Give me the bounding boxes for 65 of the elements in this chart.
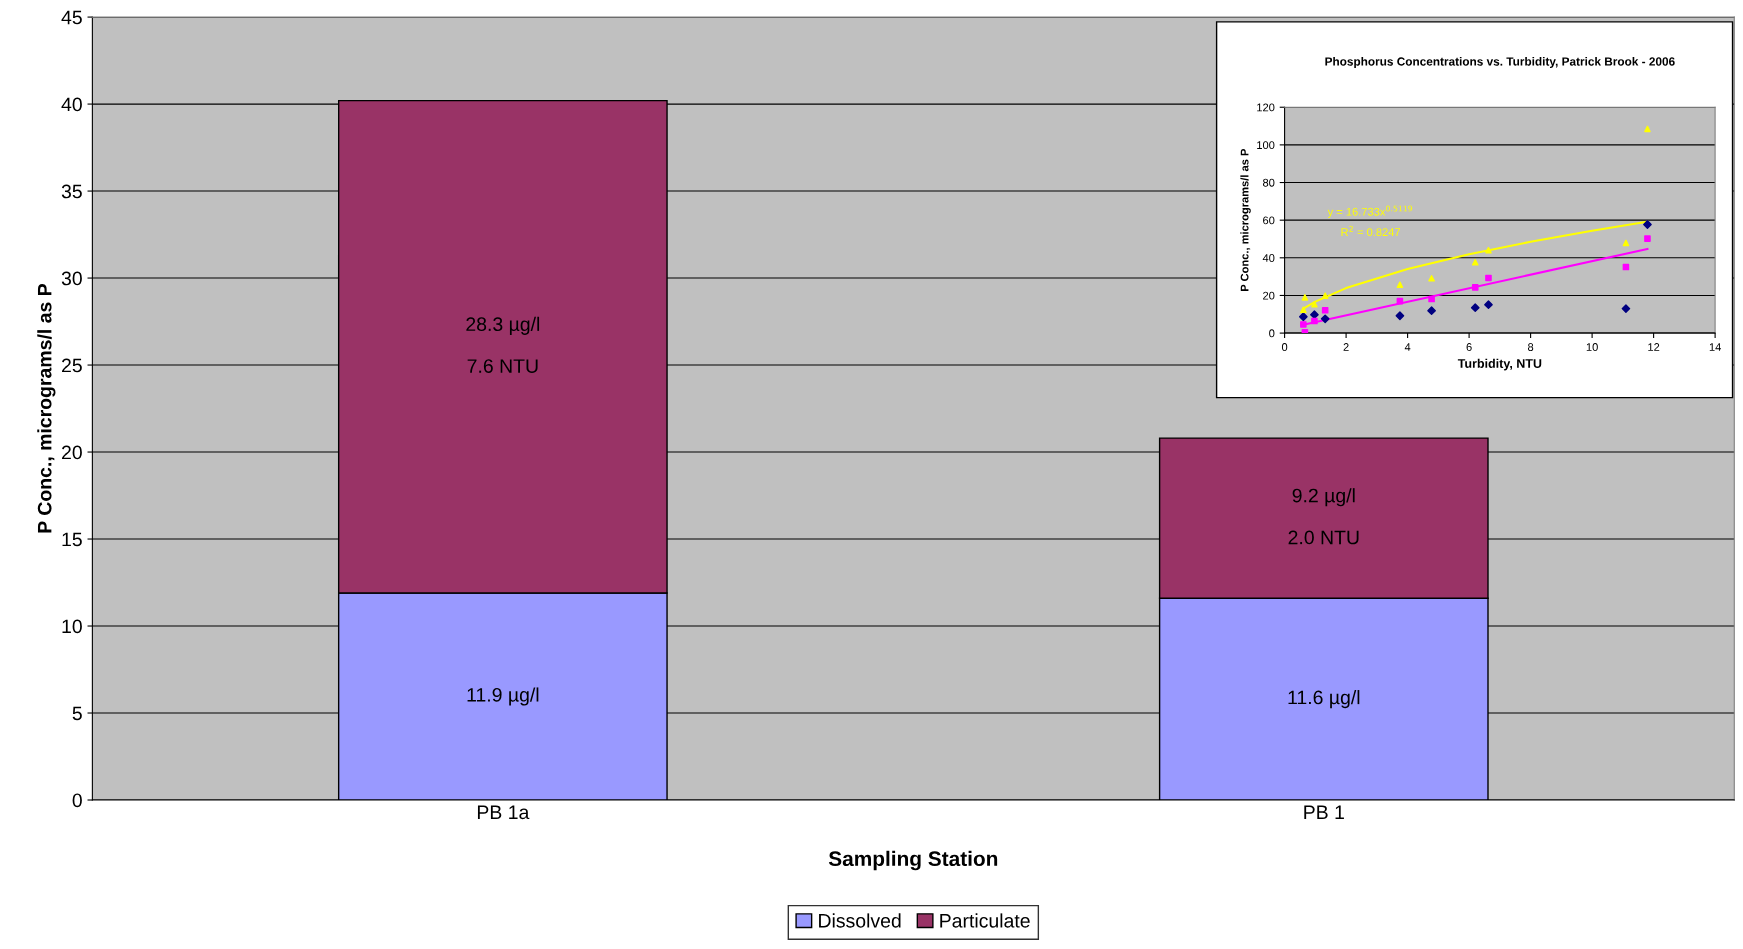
point <box>1484 300 1493 310</box>
point <box>1427 306 1436 316</box>
point <box>1321 292 1329 299</box>
y-tick-label: 10 <box>62 619 82 634</box>
y-tick-label: 60 <box>1263 216 1275 225</box>
x-axis-title: Turbidity, NTU <box>1457 358 1542 371</box>
point <box>1644 235 1651 242</box>
point <box>1311 317 1318 325</box>
y-tick-label: 0 <box>1269 329 1275 338</box>
annotation: y = 16.733x$^{0.5119}$ <box>1327 205 1413 218</box>
point <box>1643 220 1652 229</box>
x-tick-label: 2 <box>1343 343 1349 351</box>
y-tick-label: 25 <box>62 358 82 373</box>
y-tick-label: 0 <box>72 793 82 808</box>
legend-label: Dissolved <box>819 913 901 928</box>
x-tick-label: 14 <box>1709 343 1721 351</box>
text: 28.3 µg/l 7.6 NTU <box>466 316 540 373</box>
y-tick-label: 40 <box>1262 254 1275 262</box>
point <box>1621 304 1631 314</box>
y-tick-label: 20 <box>1263 291 1275 300</box>
y-tick-label: 120 <box>1257 103 1275 112</box>
point <box>1300 306 1307 314</box>
data-label: 11.9 µg/l <box>467 687 539 706</box>
x-tick-label: 0 <box>1281 343 1288 351</box>
point <box>1470 303 1480 313</box>
data-label: 11.6 µg/l <box>1288 690 1360 709</box>
point <box>1428 295 1435 303</box>
y-axis-title: P Conc., micrograms/l as P <box>37 284 56 533</box>
point <box>1471 284 1479 291</box>
point <box>1320 314 1330 324</box>
y-tick-label: 80 <box>1262 178 1275 187</box>
x-tick-label: 10 <box>1586 343 1598 351</box>
x-tick-label: 6 <box>1466 343 1472 351</box>
y-tick-label: 30 <box>61 271 82 286</box>
y-tick-label: 100 <box>1257 141 1275 150</box>
x-tick-label: 8 <box>1528 343 1534 351</box>
point <box>1321 307 1329 314</box>
x-tick-label: 4 <box>1404 343 1411 351</box>
point <box>1622 239 1630 247</box>
point <box>1298 312 1308 322</box>
y-tick-label: 45 <box>61 10 82 25</box>
point <box>1428 275 1435 282</box>
point <box>1396 281 1404 289</box>
y-tick-label: 20 <box>62 445 82 460</box>
text: 9.2 µg/l 2.0 NTU <box>1288 488 1359 545</box>
point <box>1485 246 1492 254</box>
x-tick-label: 12 <box>1648 343 1660 351</box>
point <box>1471 259 1479 266</box>
y-tick-label: 40 <box>61 97 82 112</box>
point <box>1300 321 1307 328</box>
y-axis-title: P Conc., micrograms/l as P <box>1240 149 1251 291</box>
point <box>1311 300 1318 308</box>
chart-title: Phosphorus Concentrations vs. Turbidity, Patrick Brook - 2006 <box>1325 57 1675 69</box>
y-tick-label: 35 <box>61 184 82 199</box>
point <box>1395 311 1405 321</box>
point <box>1485 274 1492 282</box>
point <box>1301 294 1309 301</box>
point <box>1644 125 1651 133</box>
y-tick-label: 5 <box>72 706 82 721</box>
y-tick-label: 15 <box>62 532 82 547</box>
annotation: R$^{2}$ = 0.8247 <box>1341 225 1401 236</box>
x-tick-label: PB 1 <box>1304 805 1344 819</box>
legend-label: Particulate <box>940 913 1030 928</box>
x-axis-title: Sampling Station <box>828 850 998 871</box>
x-tick-label: PB 1a <box>477 805 530 820</box>
